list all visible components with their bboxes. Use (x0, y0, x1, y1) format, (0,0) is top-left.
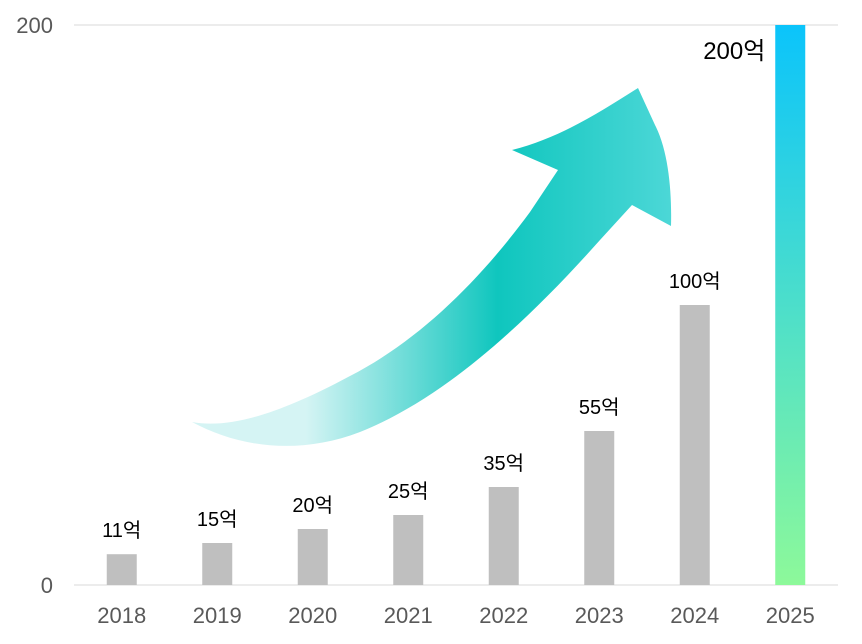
x-axis-ticks: 2018 2019 2020 2021 2022 2023 2024 2025 (97, 603, 814, 628)
data-label-2018: 11억 (102, 519, 141, 542)
data-label-2021: 25억 (388, 480, 429, 503)
gridlines (74, 24, 838, 586)
x-tick-label: 2024 (670, 603, 719, 628)
data-label-2024: 100억 (669, 270, 721, 293)
x-tick-label: 2021 (384, 603, 433, 628)
data-label-2019: 15억 (197, 508, 238, 531)
bar-2025 (775, 25, 806, 585)
bar-2019 (202, 543, 233, 585)
data-label-2025: 200억 (703, 38, 765, 65)
bar-2023 (584, 431, 615, 585)
bar-2020 (297, 529, 328, 585)
data-label-2022: 35억 (483, 452, 524, 475)
x-tick-label: 2025 (766, 603, 815, 628)
y-axis: 0 200 (16, 13, 53, 598)
bars (106, 25, 806, 585)
data-label-2020: 20억 (292, 494, 333, 517)
x-tick-label: 2019 (193, 603, 242, 628)
x-tick-label: 2022 (479, 603, 528, 628)
x-tick-label: 2018 (97, 603, 146, 628)
bar-2022 (488, 487, 519, 585)
data-label-2023: 55억 (579, 396, 620, 419)
bar-2021 (393, 515, 424, 585)
x-tick-label: 2023 (575, 603, 624, 628)
data-labels: 11억 15억 20억 25억 35억 55억 100억 200억 (102, 38, 765, 542)
bar-2018 (106, 554, 137, 585)
x-tick-label: 2020 (288, 603, 337, 628)
y-tick-label: 200 (16, 13, 53, 38)
y-tick-label: 0 (41, 573, 53, 598)
bar-2024 (679, 305, 710, 585)
growth-arrow (192, 88, 672, 446)
